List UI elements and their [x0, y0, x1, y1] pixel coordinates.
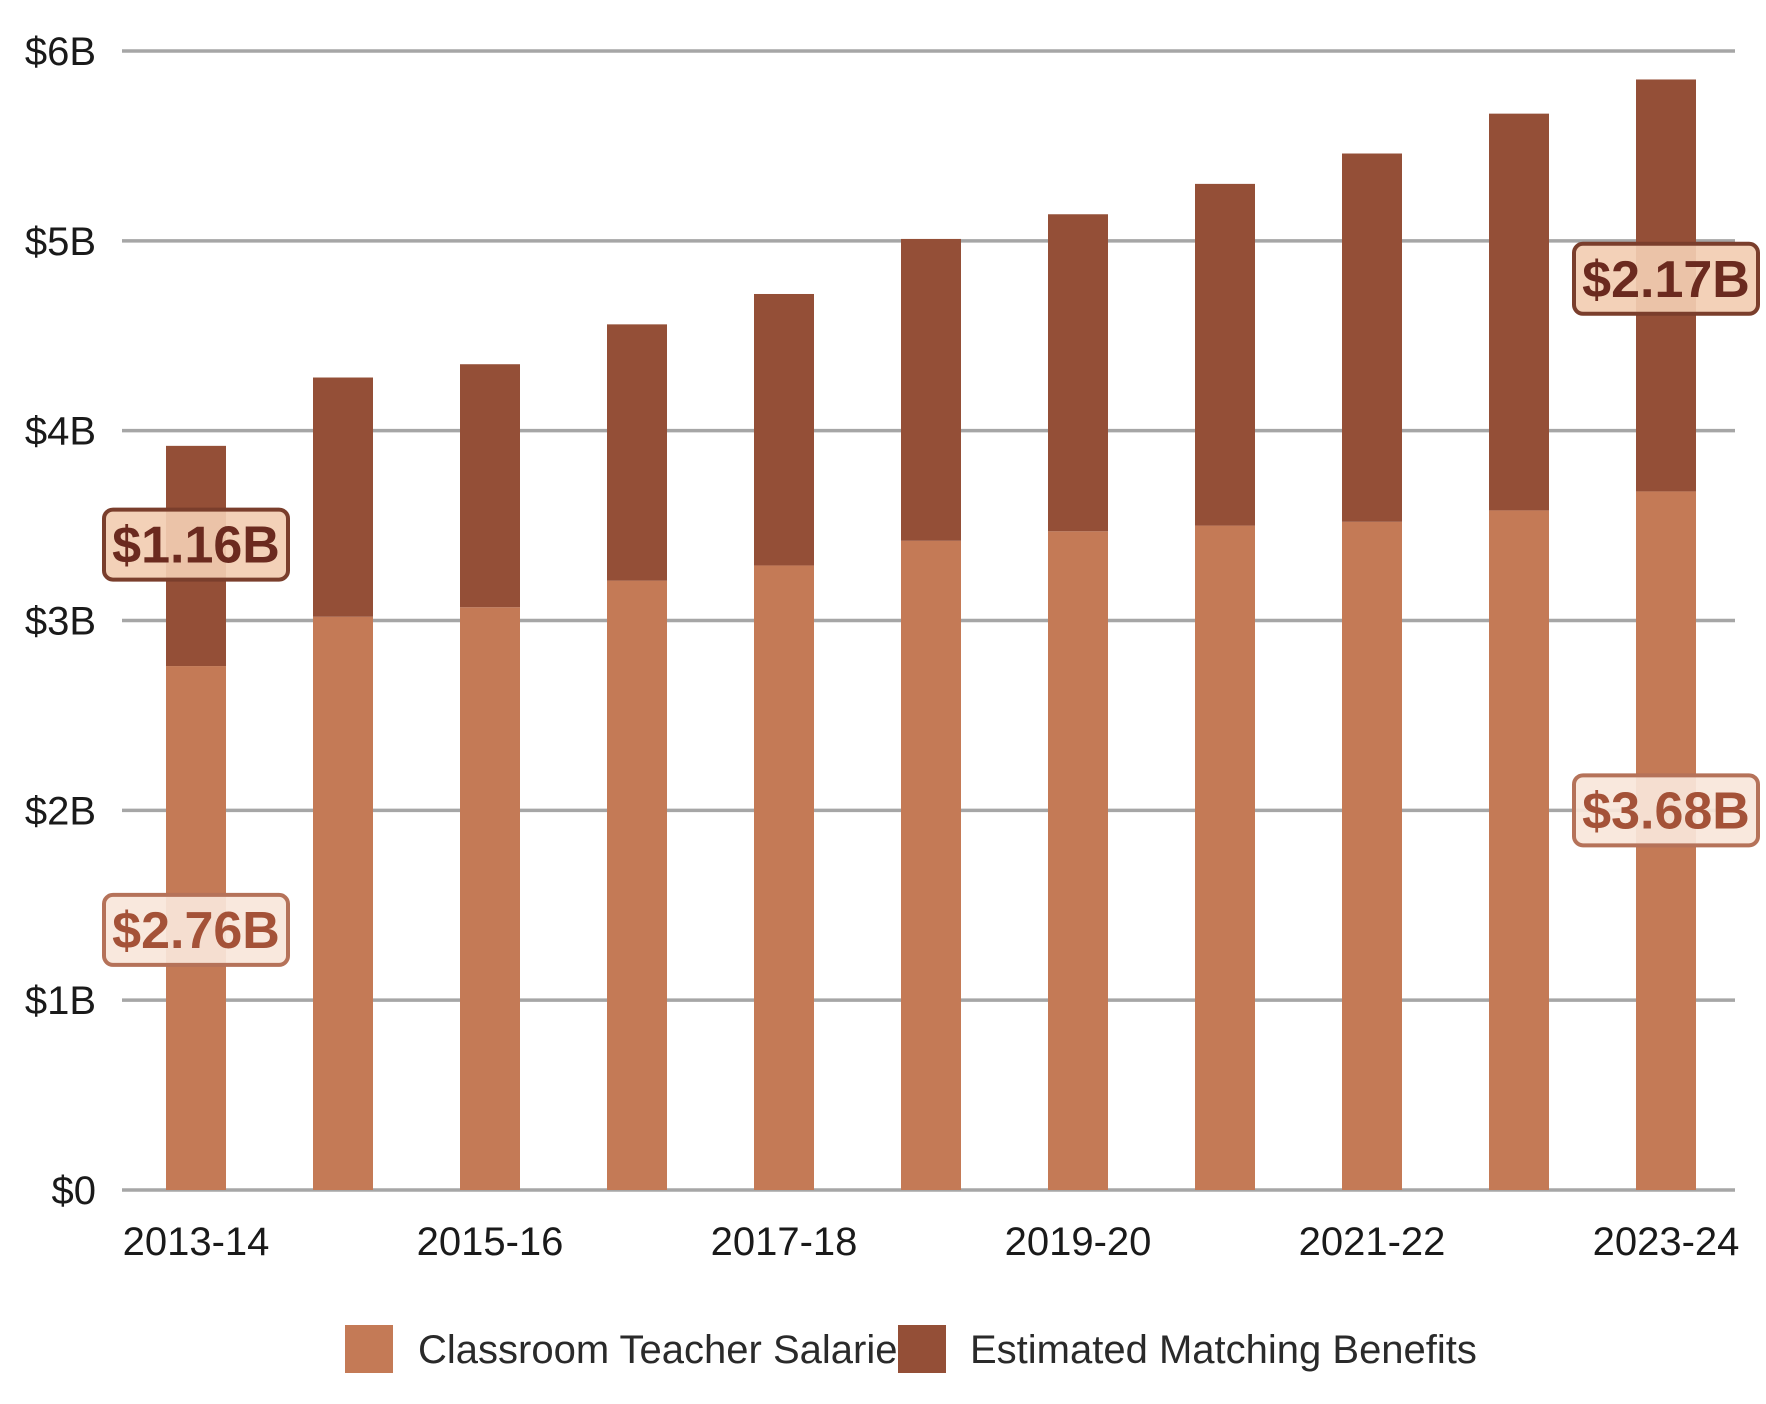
callout-label: $2.17B	[1582, 251, 1750, 309]
callout-box	[102, 892, 290, 967]
bar-segment-salaries	[607, 580, 667, 1190]
callout-label: $3.68B	[1582, 782, 1750, 840]
x-tick-label: 2017-18	[711, 1220, 858, 1264]
legend: Classroom Teacher Salaries Estimated Matc…	[345, 1325, 1477, 1373]
callout-box	[102, 507, 290, 582]
y-tick-label: $3B	[25, 600, 96, 644]
bar-segment-salaries	[754, 565, 814, 1190]
x-tick-label: 2023-24	[1593, 1220, 1740, 1264]
legend-label: Classroom Teacher Salaries	[418, 1328, 917, 1372]
bar-segment-salaries	[1342, 521, 1402, 1190]
y-tick-label: $1B	[25, 979, 96, 1023]
bar-segment-benefits	[607, 324, 667, 581]
bar-segment-salaries	[1048, 531, 1108, 1190]
bar-segment-benefits	[1048, 214, 1108, 532]
bar-segment-salaries	[901, 540, 961, 1190]
callout-box	[1572, 241, 1760, 316]
x-tick-label: 2013-14	[123, 1220, 270, 1264]
legend-swatch	[345, 1325, 393, 1373]
bar-segment-benefits	[901, 238, 961, 541]
y-tick-label: $2B	[25, 789, 96, 833]
bar-segment-benefits	[1489, 113, 1549, 511]
bar-segment-salaries	[1489, 510, 1549, 1190]
y-axis: $0 $1B $2B $3B $4B $5B $6B	[25, 30, 96, 1213]
bar-segment-benefits	[460, 364, 520, 608]
callouts-layer: $1.16B $2.76B $2.17B $3.68B	[102, 241, 1760, 967]
bar-segment-benefits	[1342, 153, 1402, 522]
bar-segment-salaries	[1195, 525, 1255, 1190]
bar-segment-benefits	[313, 377, 373, 617]
callout-label: $1.16B	[112, 517, 280, 575]
x-tick-label: 2021-22	[1299, 1220, 1446, 1264]
bar-segment-benefits	[754, 293, 814, 566]
legend-label: Estimated Matching Benefits	[970, 1328, 1477, 1372]
y-tick-label: $5B	[25, 220, 96, 264]
legend-swatch	[898, 1325, 946, 1373]
x-axis: 2013-14 2015-16 2017-18 2019-20 2021-22 2023-…	[123, 1220, 1740, 1264]
callout-label: $2.76B	[112, 902, 280, 960]
bar-segment-benefits	[1195, 183, 1255, 526]
y-tick-label: $6B	[25, 30, 96, 74]
bar-segment-salaries	[313, 616, 373, 1190]
x-tick-label: 2015-16	[417, 1220, 564, 1264]
y-tick-label: $4B	[25, 410, 96, 454]
bar-segment-salaries	[460, 607, 520, 1190]
x-tick-label: 2019-20	[1005, 1220, 1152, 1264]
bars-layer	[166, 79, 1696, 1190]
y-tick-label: $0	[52, 1169, 97, 1213]
callout-box	[1572, 773, 1760, 848]
